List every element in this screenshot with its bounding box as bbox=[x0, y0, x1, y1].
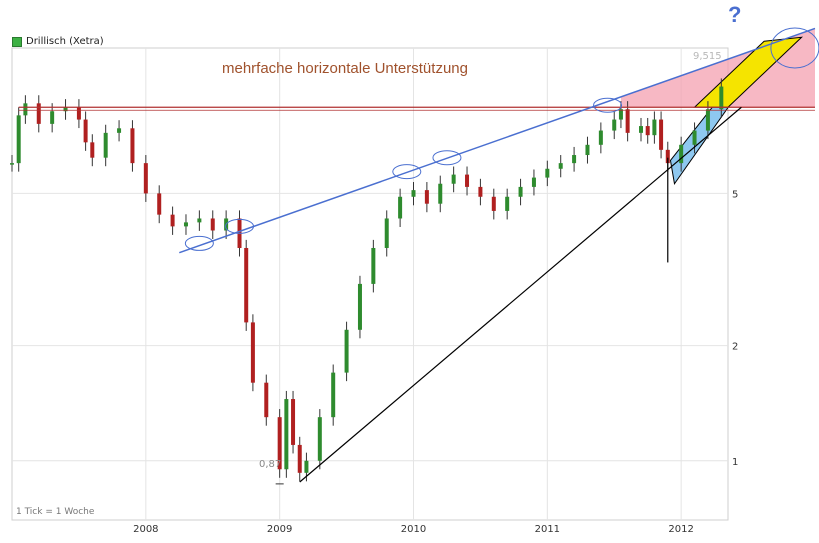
candle-body bbox=[659, 119, 664, 150]
candle-body bbox=[639, 126, 644, 133]
candle-body bbox=[23, 103, 28, 116]
candle-body bbox=[719, 86, 724, 110]
candle-body bbox=[679, 144, 684, 164]
annotation-lines bbox=[18, 27, 819, 485]
candle-body bbox=[465, 174, 470, 187]
resistance-trendline bbox=[179, 27, 816, 254]
candle-body bbox=[384, 218, 389, 248]
candlestick-series bbox=[10, 78, 724, 482]
candle-body bbox=[618, 109, 623, 120]
x-tick-label: 2011 bbox=[535, 524, 560, 535]
candle-body bbox=[76, 107, 81, 120]
y-tick-label: 5 bbox=[732, 189, 738, 200]
candle-body bbox=[424, 190, 429, 204]
candle-body bbox=[331, 372, 336, 418]
y-tick-label: 2 bbox=[732, 342, 738, 353]
candle-body bbox=[264, 382, 269, 418]
candle-body bbox=[16, 115, 21, 164]
candle-body bbox=[645, 126, 650, 136]
candle-body bbox=[244, 247, 249, 323]
candle-body bbox=[545, 168, 550, 178]
candle-body bbox=[625, 109, 630, 133]
x-tick-label: 2009 bbox=[267, 524, 292, 535]
touch-ellipse bbox=[184, 235, 214, 251]
candle-body bbox=[344, 329, 349, 373]
legend: Drillisch (Xetra) bbox=[12, 36, 104, 47]
y-axis: 1 2 5 bbox=[732, 189, 738, 467]
candle-body bbox=[612, 119, 617, 131]
candle-body bbox=[183, 222, 188, 227]
candle-body bbox=[317, 417, 322, 461]
candle-body bbox=[10, 163, 14, 165]
x-tick-label: 2008 bbox=[133, 524, 158, 535]
y-tick-label: 1 bbox=[732, 457, 738, 468]
candle-body bbox=[692, 130, 697, 145]
candle-body bbox=[63, 107, 68, 112]
candle-body bbox=[652, 119, 657, 136]
candle-body bbox=[398, 196, 403, 219]
support-annotation: mehrfache horizontale Unterstützung bbox=[222, 60, 468, 77]
candle-body bbox=[210, 218, 215, 231]
legend-label: Drillisch (Xetra) bbox=[26, 36, 104, 47]
candle-body bbox=[451, 174, 456, 184]
candle-body bbox=[90, 142, 95, 158]
x-tick-label: 2010 bbox=[401, 524, 426, 535]
candle-body bbox=[291, 399, 296, 445]
candle-body bbox=[83, 119, 88, 143]
candle-body bbox=[705, 109, 710, 131]
candle-body bbox=[505, 196, 510, 211]
candle-body bbox=[277, 417, 282, 470]
candle-body bbox=[665, 149, 670, 164]
candle-body bbox=[598, 130, 603, 145]
candle-body bbox=[197, 218, 202, 223]
chart-grid bbox=[11, 47, 729, 521]
candle-body bbox=[371, 247, 376, 284]
candle-body bbox=[130, 128, 135, 164]
candle-body bbox=[304, 460, 309, 473]
candle-body bbox=[36, 103, 41, 124]
candle-body bbox=[103, 132, 108, 158]
candle-body bbox=[297, 444, 302, 473]
candle-body bbox=[50, 111, 55, 124]
candle-body bbox=[143, 163, 148, 194]
candle-body bbox=[284, 399, 289, 470]
x-tick-label: 2012 bbox=[668, 524, 693, 535]
candle-body bbox=[117, 128, 122, 133]
candle-body bbox=[357, 283, 362, 330]
plot-frame bbox=[11, 47, 729, 521]
candle-body bbox=[585, 144, 590, 156]
touch-ellipse bbox=[392, 164, 422, 180]
candle-body bbox=[572, 155, 577, 164]
support-trendline bbox=[299, 106, 742, 483]
footnote: 1 Tick = 1 Woche bbox=[16, 507, 95, 517]
candle-body bbox=[411, 190, 416, 197]
candle-body bbox=[491, 196, 496, 211]
touch-ellipse bbox=[593, 97, 623, 113]
candle-body bbox=[558, 163, 563, 169]
candle-body bbox=[518, 186, 523, 197]
touch-ellipse bbox=[432, 150, 462, 166]
candle-body bbox=[438, 183, 443, 204]
touch-ellipse bbox=[225, 218, 255, 234]
candle-body bbox=[250, 322, 255, 383]
question-mark: ? bbox=[728, 2, 742, 27]
candle-body bbox=[531, 177, 536, 187]
candle-body bbox=[157, 193, 162, 215]
legend-swatch bbox=[12, 36, 22, 47]
low-value-label: 0,87 bbox=[259, 459, 282, 470]
candle-body bbox=[170, 214, 175, 227]
x-axis: 2008 2009 2010 2011 2012 bbox=[133, 524, 694, 535]
last-value-label: 9,515 bbox=[693, 51, 722, 62]
candle-body bbox=[478, 186, 483, 197]
